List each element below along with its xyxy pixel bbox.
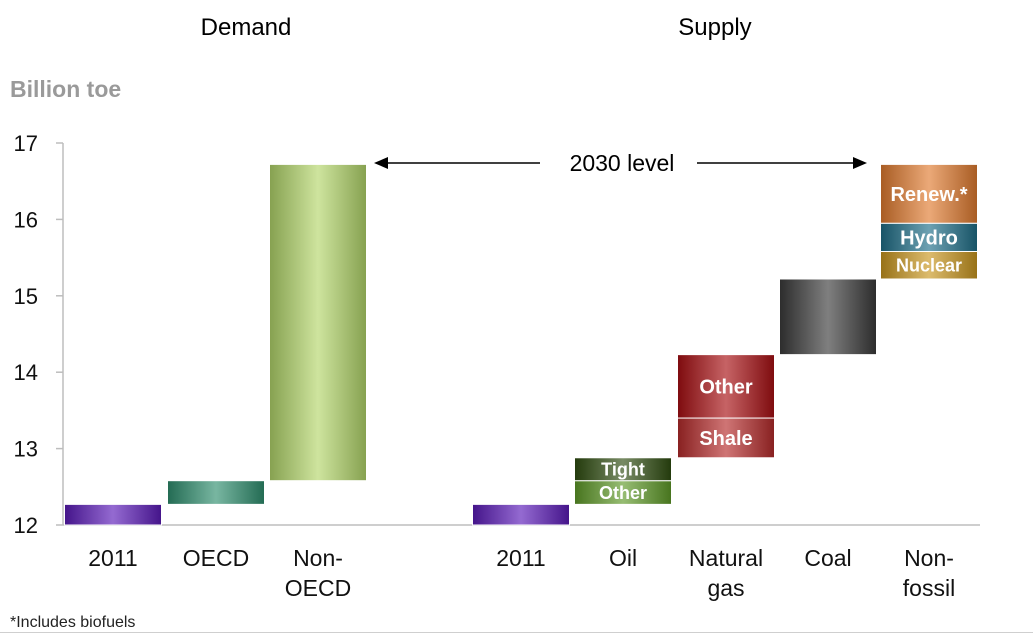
x-category-label: 2011 [496, 545, 545, 571]
bar-segment [64, 503, 162, 526]
y-tick-label: 15 [14, 284, 38, 309]
y-tick-label: 13 [14, 437, 38, 462]
bar-segment [779, 278, 877, 356]
footnote: *Includes biofuels [10, 614, 136, 631]
x-category-label: OECD [285, 575, 351, 601]
x-category-label: OECD [183, 545, 249, 571]
bar-segment [880, 163, 978, 224]
y-tick-label: 16 [14, 207, 38, 232]
annotation-2030-level: 2030 level [570, 150, 675, 176]
y-tick-label: 14 [14, 360, 38, 385]
segment-label: Other [599, 483, 647, 503]
x-category-label: Non- [293, 545, 343, 571]
bar-segment [167, 480, 265, 505]
waterfall-chart: 12 13 14 15 16 17 Other Tight Shale Other Nuclear… [14, 131, 980, 601]
x-category-label: Coal [804, 545, 851, 571]
x-category-label: fossil [903, 575, 955, 601]
y-tick-label: 12 [14, 513, 38, 538]
segment-label: Other [699, 377, 753, 399]
bar-segment [880, 222, 978, 252]
bar-segment [880, 250, 978, 280]
annotation-arrowhead-left [374, 157, 388, 169]
segment-label: Nuclear [896, 256, 962, 276]
annotation-arrowhead-right [853, 157, 867, 169]
bar-segment [574, 457, 672, 482]
segment-label: Tight [601, 460, 645, 480]
y-tick-label: 17 [14, 131, 38, 156]
x-category-label: gas [707, 575, 744, 601]
supply-section-title: Supply [678, 14, 752, 41]
bar-segment [472, 503, 570, 526]
segment-label: Shale [699, 428, 752, 450]
segment-label: Hydro [900, 228, 958, 250]
bar-segment [677, 354, 775, 419]
x-category-label: Oil [609, 545, 637, 571]
y-axis-unit-label: Billion toe [10, 76, 122, 102]
segment-label: Renew.* [890, 184, 967, 206]
x-category-label: 2011 [88, 545, 137, 571]
x-category-label: Natural [689, 545, 763, 571]
footnote-divider [0, 632, 1033, 633]
x-category-label: Non- [904, 545, 954, 571]
bar-segment [269, 163, 367, 482]
bar-segment [677, 417, 775, 459]
demand-section-title: Demand [200, 14, 292, 41]
